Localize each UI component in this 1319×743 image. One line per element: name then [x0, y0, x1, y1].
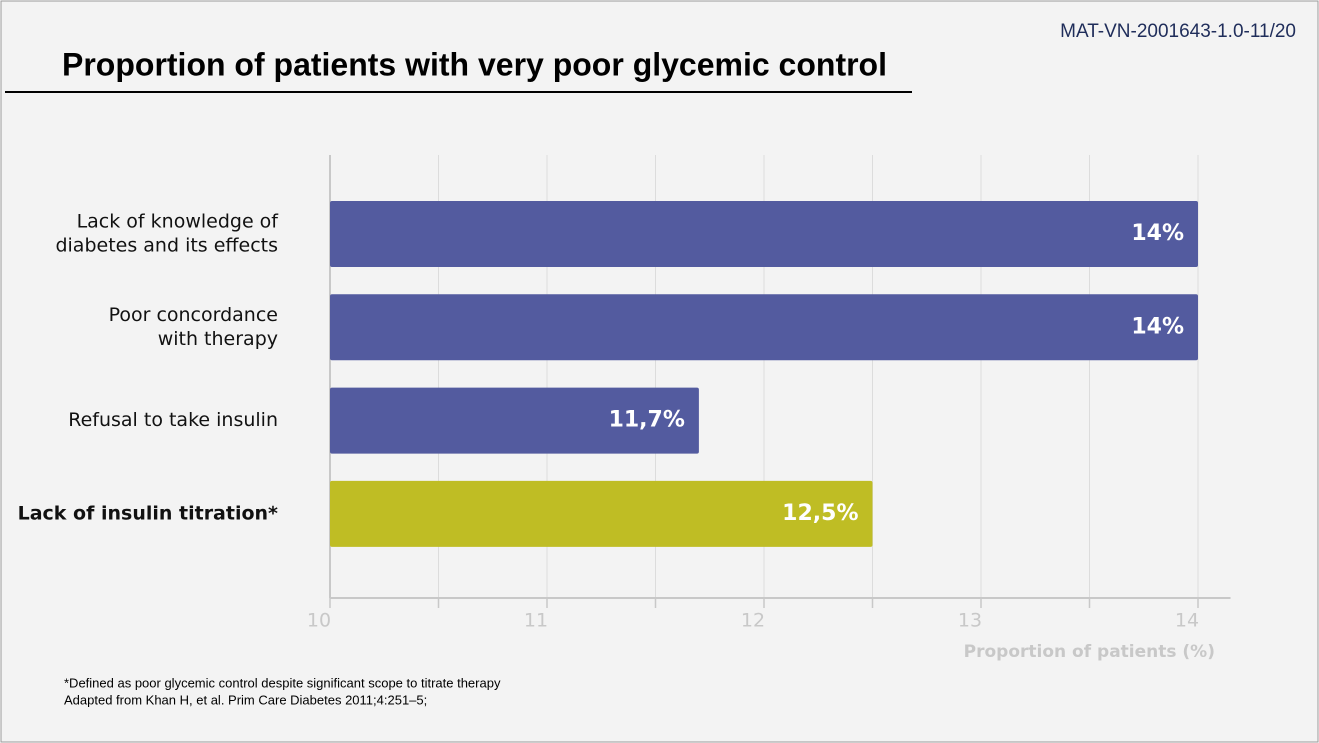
category-label: with therapy [158, 328, 278, 350]
x-axis-label: Proportion of patients (%) [964, 642, 1215, 662]
x-tick-label: 10 [307, 610, 331, 632]
footnote: *Defined as poor glycemic control despit… [64, 675, 501, 690]
bar [330, 201, 1198, 267]
value-label: 14% [1131, 221, 1184, 246]
doc-code: MAT-VN-2001643-1.0-11/20 [1060, 21, 1296, 42]
value-label: 14% [1131, 314, 1184, 339]
x-tick-label: 11 [524, 610, 548, 632]
bar [330, 387, 699, 454]
bar [330, 294, 1198, 361]
x-tick-label: 12 [741, 610, 765, 632]
category-label: diabetes and its effects [55, 235, 278, 257]
category-label: Lack of knowledge of [77, 211, 280, 233]
bar [330, 480, 873, 547]
category-label: Refusal to take insulin [68, 409, 278, 431]
value-label: 11,7% [609, 408, 685, 433]
chart-title: Proportion of patients with very poor gl… [62, 46, 887, 82]
value-label: 12,5% [782, 501, 858, 526]
x-tick-label: 13 [958, 610, 982, 632]
x-tick-label: 14 [1175, 610, 1199, 632]
category-label: Poor concordance [109, 304, 278, 326]
footnote: Adapted from Khan H, et al. Prim Care Di… [64, 692, 427, 707]
category-label: Lack of insulin titration* [18, 502, 278, 524]
